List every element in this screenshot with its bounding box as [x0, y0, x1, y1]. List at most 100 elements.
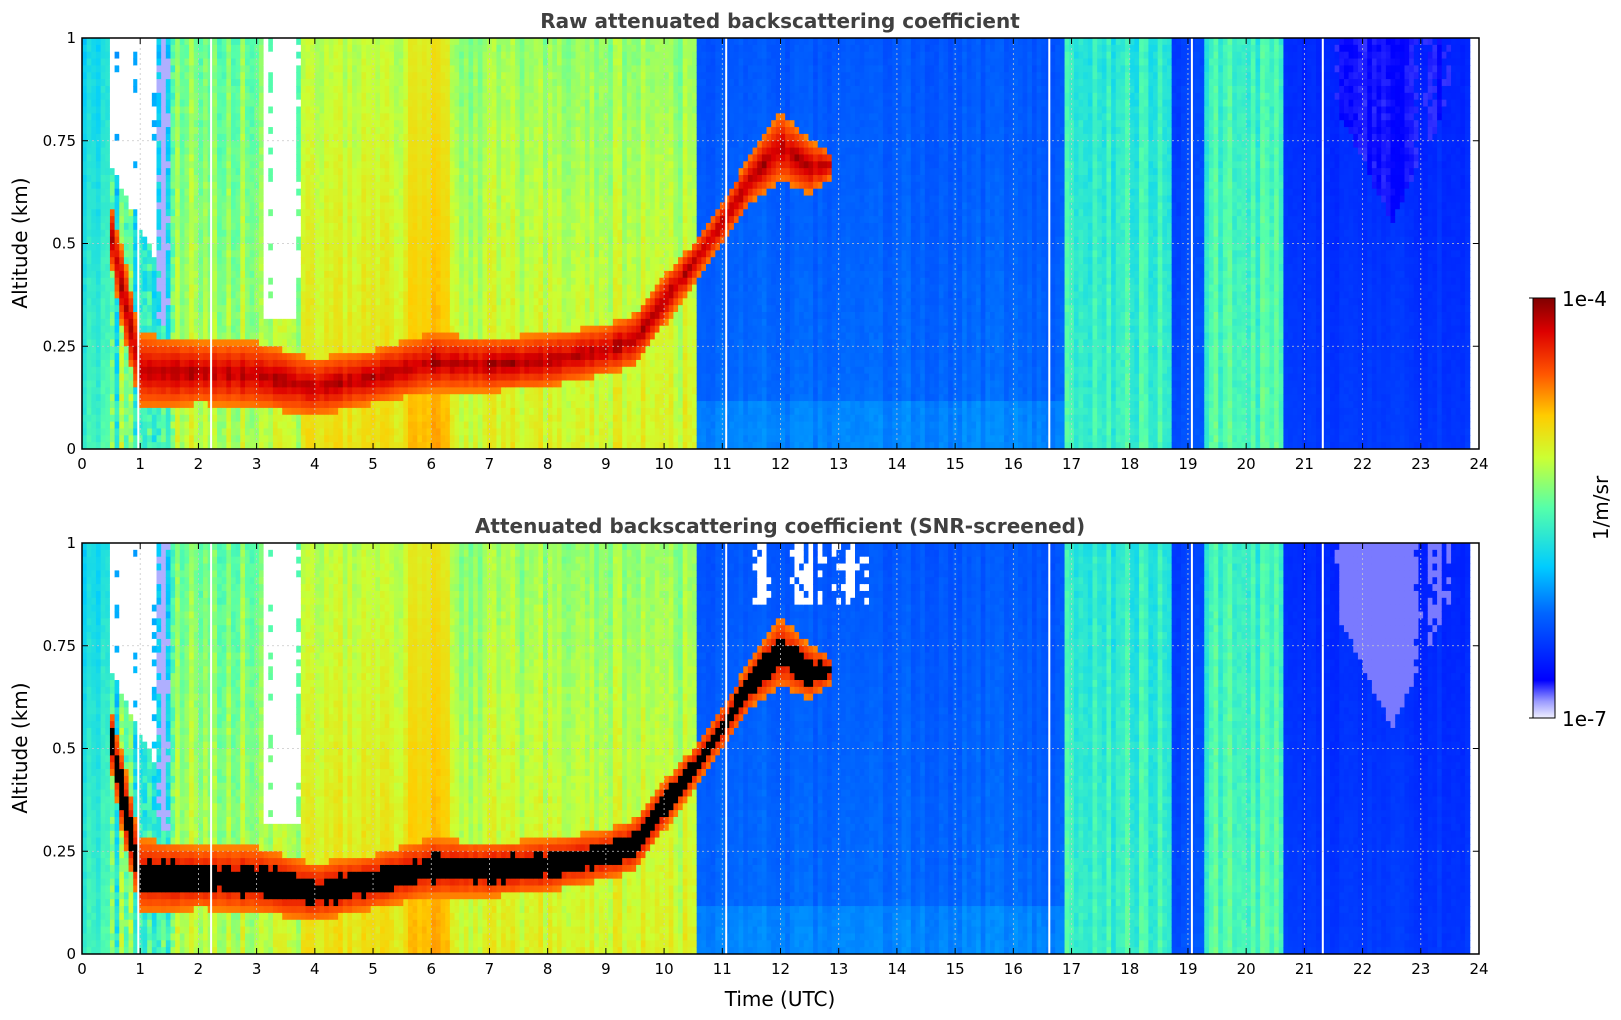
heatmap-cell: [249, 209, 255, 217]
heatmap-cell: [95, 106, 102, 114]
heatmap-cell: [272, 175, 279, 183]
heatmap-cell: [417, 373, 423, 382]
heatmap-cell: [165, 353, 172, 361]
heatmap-cell: [86, 51, 92, 60]
heatmap-cell: [189, 407, 195, 416]
heatmap-cell: [296, 99, 302, 108]
heatmap-cell: [277, 264, 283, 272]
heatmap-cell: [235, 58, 241, 66]
heatmap-cell: [384, 222, 390, 231]
heatmap-cell: [300, 298, 307, 306]
heatmap-cell: [217, 38, 223, 46]
heatmap-cell: [165, 140, 172, 149]
heatmap-cell: [100, 325, 106, 334]
heatmap-cell: [296, 442, 302, 449]
heatmap-cell: [319, 65, 325, 73]
heatmap-cell: [403, 181, 409, 190]
heatmap-cell: [421, 373, 428, 382]
heatmap-cell: [263, 305, 269, 313]
heatmap-cell: [235, 154, 241, 162]
heatmap-cell: [454, 298, 460, 306]
heatmap-cell: [114, 442, 120, 449]
heatmap-cell: [179, 414, 186, 423]
heatmap-cell: [449, 188, 456, 197]
heatmap-cell: [356, 195, 362, 203]
heatmap-cell: [324, 133, 330, 142]
heatmap-cell: [212, 318, 218, 327]
heatmap-cell: [268, 140, 274, 149]
heatmap-cell: [147, 394, 153, 402]
heatmap-cell: [435, 79, 442, 87]
heatmap-cell: [184, 291, 190, 299]
heatmap-cell: [352, 270, 358, 279]
heatmap-cell: [86, 72, 92, 80]
heatmap-cell: [328, 127, 335, 135]
heatmap-cell: [380, 407, 386, 416]
heatmap-cell: [226, 442, 232, 449]
heatmap-cell: [231, 202, 237, 210]
heatmap-cell: [100, 127, 106, 135]
heatmap-cell: [328, 325, 335, 334]
heatmap-cell: [291, 154, 297, 162]
heatmap-cell: [375, 346, 381, 354]
heatmap-cell: [277, 154, 283, 162]
heatmap-cell: [417, 359, 423, 368]
heatmap-cell: [133, 277, 139, 286]
heatmap-cell: [249, 127, 255, 135]
heatmap-cell: [272, 366, 279, 375]
heatmap-cell: [249, 99, 255, 108]
heatmap-cell: [258, 394, 265, 402]
heatmap-cell: [231, 236, 237, 245]
heatmap-cell: [426, 113, 432, 121]
heatmap-cell: [212, 79, 218, 87]
heatmap-cell: [366, 318, 372, 327]
heatmap-cell: [342, 270, 349, 279]
heatmap-cell: [203, 312, 209, 320]
heatmap-cell: [310, 127, 316, 135]
heatmap-cell: [384, 414, 390, 423]
heatmap-cell: [161, 243, 167, 251]
heatmap-cell: [277, 65, 283, 73]
heatmap-cell: [100, 188, 106, 197]
heatmap-cell: [156, 380, 162, 388]
heatmap-cell: [244, 442, 251, 449]
heatmap-cell: [445, 216, 451, 224]
heatmap-cell: [109, 113, 116, 121]
heatmap-cell: [421, 298, 428, 306]
heatmap-cell: [361, 401, 367, 409]
heatmap-cell: [263, 99, 269, 108]
heatmap-cell: [217, 99, 223, 108]
heatmap-cell: [417, 85, 423, 94]
heatmap-cell: [156, 79, 162, 87]
heatmap-cell: [175, 387, 181, 395]
heatmap-cell: [398, 284, 404, 293]
heatmap-cell: [375, 407, 381, 416]
heatmap-cell: [114, 106, 120, 114]
heatmap-cell: [296, 291, 302, 299]
heatmap-cell: [338, 51, 344, 60]
heatmap-cell: [100, 291, 106, 299]
heatmap-cell: [249, 346, 255, 354]
heatmap-cell: [291, 175, 297, 183]
heatmap-cell: [184, 359, 190, 368]
heatmap-cell: [244, 58, 251, 66]
heatmap-cell: [128, 209, 134, 217]
heatmap-cell: [109, 243, 116, 251]
heatmap-cell: [133, 140, 139, 149]
heatmap-cell: [361, 222, 367, 231]
heatmap-cell: [403, 92, 409, 101]
heatmap-cell: [231, 65, 237, 73]
heatmap-cell: [86, 65, 92, 73]
heatmap-cell: [240, 298, 246, 306]
heatmap-cell: [333, 401, 339, 409]
heatmap-cell: [226, 243, 232, 251]
heatmap-cell: [189, 85, 195, 94]
heatmap-cell: [189, 291, 195, 299]
heatmap-cell: [291, 236, 297, 245]
heatmap-cell: [109, 339, 116, 347]
heatmap-cell: [324, 353, 330, 361]
heatmap-cell: [193, 428, 200, 436]
heatmap-cell: [105, 79, 111, 87]
heatmap-cell: [193, 366, 200, 375]
heatmap-cell: [426, 346, 432, 354]
